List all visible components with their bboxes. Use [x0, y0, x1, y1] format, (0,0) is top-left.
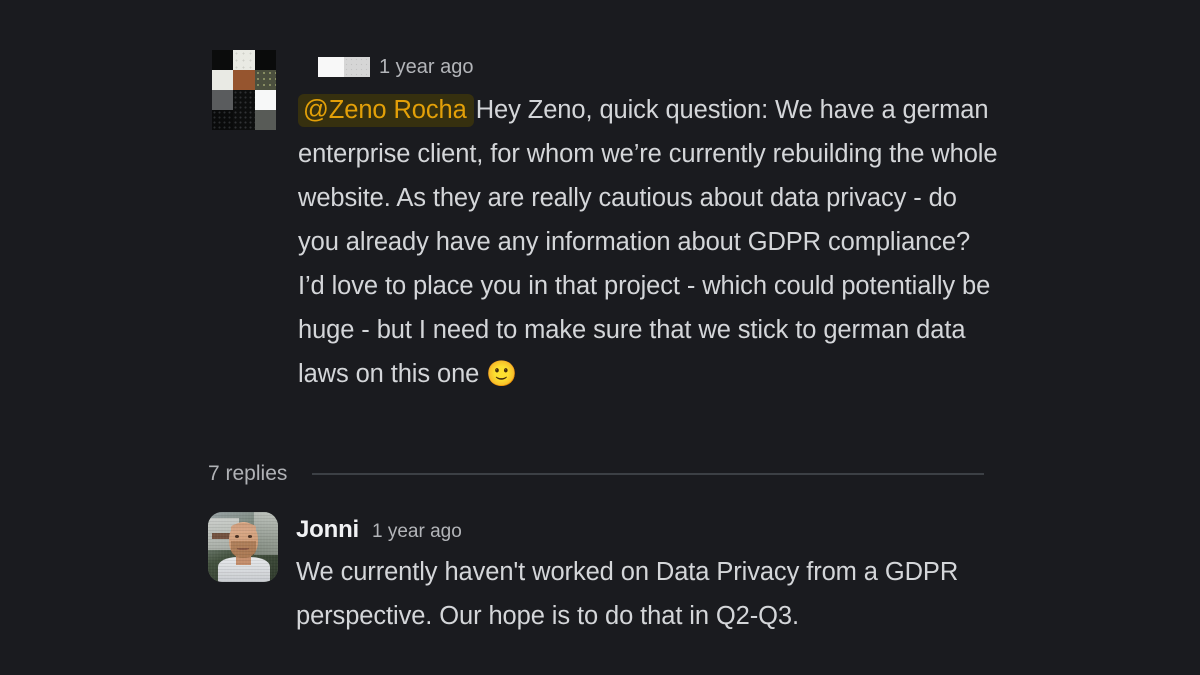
redaction-block — [318, 57, 344, 77]
avatar-tile — [212, 110, 234, 130]
avatar-photo-grain — [208, 512, 278, 582]
divider-line — [312, 473, 984, 475]
avatar-photo-forehead — [231, 523, 257, 533]
jonni-avatar[interactable] — [208, 512, 278, 582]
avatar-photo-neck — [236, 554, 251, 566]
avatar-photo-left-eye — [234, 535, 239, 538]
replies-divider-row: 7 replies — [208, 462, 984, 486]
avatar-tile — [254, 110, 276, 130]
avatar-photo-sign — [212, 533, 231, 540]
redacted-avatar[interactable] — [212, 50, 276, 130]
avatar-tile — [233, 70, 255, 90]
user-mention-zeno-rocha[interactable]: @Zeno Rocha — [298, 94, 474, 127]
root-message-timestamp[interactable]: 1 year ago — [379, 56, 474, 78]
avatar-photo-right-backdrop — [254, 512, 278, 556]
avatar-tile — [212, 90, 234, 110]
redaction-block — [344, 57, 370, 77]
reply-author-name[interactable]: Jonni — [296, 516, 359, 543]
reply-timestamp[interactable]: 1 year ago — [372, 521, 462, 542]
slightly-smiling-face-emoji: 🙂 — [486, 360, 518, 388]
avatar-tile — [212, 70, 234, 90]
replies-count-label[interactable]: 7 replies — [208, 462, 288, 485]
avatar-photo-mouth — [237, 548, 250, 551]
avatar-photo-right-eye — [247, 535, 253, 538]
reply-header: Jonni 1 year ago — [296, 516, 462, 544]
avatar-tile — [233, 110, 255, 130]
redacted-username — [318, 57, 370, 77]
avatar-tile — [212, 50, 234, 70]
avatar-tile — [254, 70, 276, 90]
root-message-body: @Zeno Rocha Hey Zeno, quick question: We … — [298, 88, 998, 396]
reply-body: We currently haven't worked on Data Priv… — [296, 558, 959, 630]
root-message-header: 1 year ago — [318, 56, 474, 78]
avatar-tile — [233, 50, 255, 70]
root-message-text: Hey Zeno, quick question: We have a germ… — [298, 96, 998, 388]
avatar-tile — [233, 90, 255, 110]
avatar-tile — [254, 90, 276, 110]
avatar-tile — [254, 50, 276, 70]
